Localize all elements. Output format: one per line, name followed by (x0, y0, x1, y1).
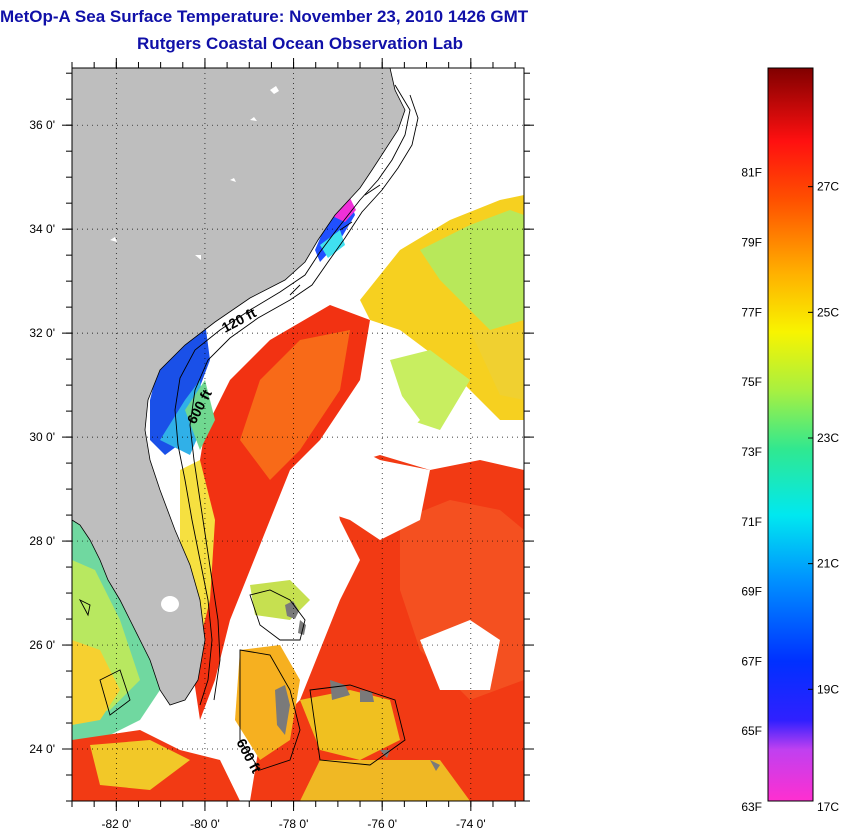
colorbar: 81F 79F 77F 75F 73F 71F 69F 67F 65F 63F 27C 25C 23C… (741, 67, 839, 814)
colorbar-gradient (767, 67, 814, 802)
colorbar-f-label: 75F (741, 375, 762, 389)
lon-tick-label: -80 0' (190, 817, 220, 831)
lat-tick-label: 32 0' (29, 326, 55, 340)
map-ticks (62, 58, 534, 811)
colorbar-c-label: 21C (817, 557, 839, 571)
lat-tick-label: 30 0' (29, 430, 55, 444)
colorbar-c-label: 19C (817, 682, 839, 696)
colorbar-c-label: 27C (817, 180, 839, 194)
colorbar-c-label: 17C (817, 800, 839, 814)
colorbar-f-label: 67F (741, 654, 762, 668)
lon-tick-label: -78 0' (279, 817, 309, 831)
colorbar-f-label: 69F (741, 585, 762, 599)
colorbar-celsius-labels: 27C 25C 23C 21C 19C 17C (808, 180, 839, 814)
lon-tick-label: -82 0' (101, 817, 131, 831)
lat-tick-label: 24 0' (29, 742, 55, 756)
colorbar-f-label: 73F (741, 445, 762, 459)
map-title: MetOp-A Sea Surface Temperature: Novembe… (0, 7, 529, 26)
bathymetry-contours (78, 84, 419, 771)
longitude-labels: -82 0' -80 0' -78 0' -76 0' -74 0' (101, 817, 485, 831)
bahamas-land (275, 601, 440, 771)
colorbar-f-label: 77F (741, 305, 762, 319)
latitude-labels: 36 0' 34 0' 32 0' 30 0' 28 0' 26 0' 24 0' (29, 118, 55, 756)
lon-tick-label: -76 0' (367, 817, 397, 831)
colorbar-f-label: 71F (741, 515, 762, 529)
colorbar-f-label: 81F (741, 166, 762, 180)
map-subtitle: Rutgers Coastal Ocean Observation Lab (137, 34, 463, 53)
colorbar-f-label: 79F (741, 236, 762, 250)
lat-tick-label: 34 0' (29, 222, 55, 236)
colorbar-c-label: 25C (817, 305, 839, 319)
us-land (72, 68, 406, 706)
lake-okeechobee (161, 596, 179, 612)
map-content: 120 ft 600 ft 600 ft (72, 68, 524, 801)
lon-tick-label: -74 0' (456, 817, 486, 831)
lat-tick-label: 36 0' (29, 118, 55, 132)
map-frame (71, 67, 525, 802)
map-gridlines (72, 68, 524, 801)
colorbar-f-label: 65F (741, 724, 762, 738)
colorbar-f-label: 63F (741, 800, 762, 814)
colorbar-fahrenheit-labels: 81F 79F 77F 75F 73F 71F 69F 67F 65F 63F (741, 166, 762, 814)
lat-tick-label: 28 0' (29, 534, 55, 548)
lat-tick-label: 26 0' (29, 638, 55, 652)
colorbar-c-label: 23C (817, 431, 839, 445)
